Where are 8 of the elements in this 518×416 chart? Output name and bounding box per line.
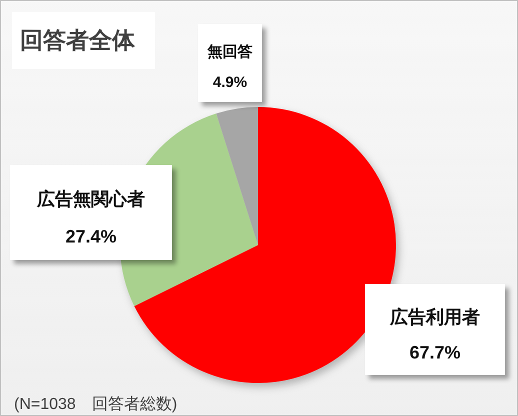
slice-label: 無回答 [206,44,252,61]
slice-label: 広告無関心者 [36,189,145,210]
text: (N=1038 回答者総数) [14,395,178,413]
data-label: 27.4% [65,226,117,246]
data-label: 4.9% [212,74,248,91]
data-label: 67.7% [409,342,461,362]
slice-label: 広告利用者 [389,306,480,327]
chart-title: 回答者全体 [20,27,136,53]
